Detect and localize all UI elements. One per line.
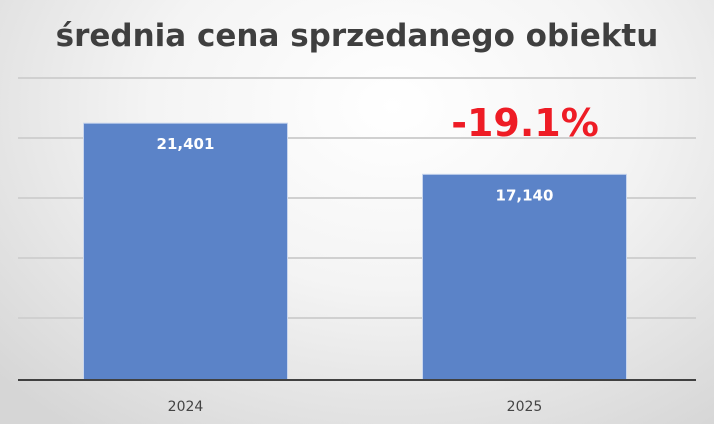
x-tick-label-2025: 2025 bbox=[507, 399, 543, 415]
percent-change-annotation: -19.1% bbox=[451, 101, 599, 145]
x-tick-label-2024: 2024 bbox=[168, 399, 204, 415]
data-label-2025: 17,140 bbox=[496, 186, 554, 204]
chart-title: średnia cena sprzedanego obiektu bbox=[56, 18, 659, 54]
bar-2025 bbox=[422, 173, 627, 381]
bar-2024 bbox=[83, 122, 288, 381]
data-label-2024: 21,401 bbox=[157, 135, 215, 153]
